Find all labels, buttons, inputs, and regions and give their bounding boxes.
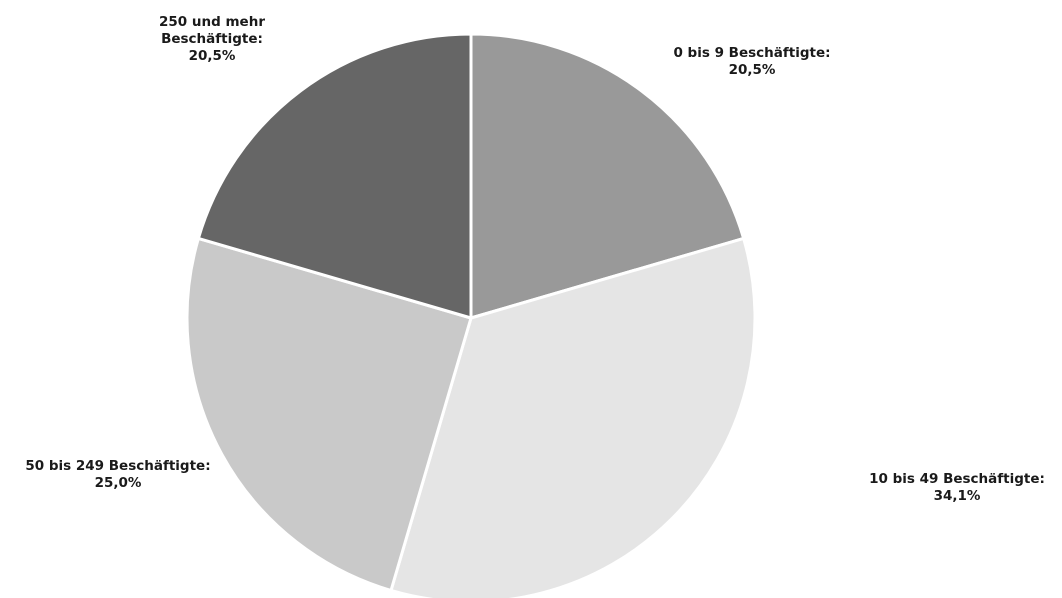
slice-label-3-line-1: 50 bis 249 Beschäftigte:	[25, 458, 210, 474]
slice-label-3-line-2: 25,0%	[95, 475, 142, 491]
pie-slice-4	[196, 32, 473, 320]
slice-label-1: 0 bis 9 Beschäftigte: 20,5%	[673, 45, 830, 78]
pie-slice-3	[185, 236, 473, 592]
slice-label-4-line-2: Beschäftigte:	[161, 31, 263, 47]
slice-label-4-line-3: 20,5%	[189, 48, 236, 64]
slice-label-2: 10 bis 49 Beschäftigte: 34,1%	[869, 471, 1045, 504]
pie-slices	[185, 32, 757, 598]
pie-slice-1	[469, 32, 746, 320]
slice-label-4-line-1: 250 und mehr	[159, 14, 265, 30]
slice-label-1-line-2: 20,5%	[729, 62, 776, 78]
slice-label-1-line-1: 0 bis 9 Beschäftigte:	[673, 45, 830, 61]
slice-label-3: 50 bis 249 Beschäftigte: 25,0%	[25, 458, 210, 491]
pie-labels: 0 bis 9 Beschäftigte: 20,5%10 bis 49 Besc…	[25, 14, 1045, 504]
pie-slice-2	[389, 236, 757, 598]
slice-label-4: 250 und mehr Beschäftigte: 20,5%	[159, 14, 265, 64]
slice-label-2-line-1: 10 bis 49 Beschäftigte:	[869, 471, 1045, 487]
slice-label-2-line-2: 34,1%	[934, 488, 981, 504]
